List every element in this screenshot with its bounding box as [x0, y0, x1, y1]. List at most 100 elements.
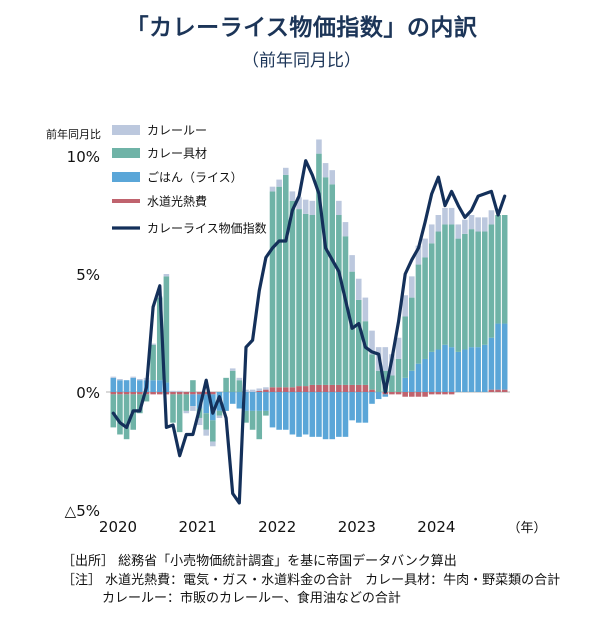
line-layer: [111, 159, 507, 505]
rice-bar: [336, 392, 342, 437]
roux-bar: [409, 276, 415, 298]
roux-bar: [216, 415, 223, 418]
rice-bar: [375, 392, 382, 400]
ingredients-bar: [302, 213, 309, 387]
ingredients-bar: [501, 215, 508, 324]
rice-bar: [249, 392, 256, 411]
utility-bar: [322, 384, 329, 392]
utility-bar: [422, 392, 428, 397]
roux-bar: [382, 347, 389, 371]
utility-bar: [395, 392, 402, 395]
rice-bar: [163, 382, 170, 392]
ingredients-bar: [110, 394, 117, 428]
rice-bar: [369, 392, 375, 404]
roux-bar: [475, 217, 481, 232]
roux-bar: [329, 170, 336, 185]
utility-bar: [355, 384, 362, 392]
rice-bar: [117, 380, 123, 392]
ingredients-bar: [309, 215, 316, 385]
ingredients-bar: [342, 236, 349, 385]
footnote-2: カレールー：市販のカレールー、食用油などの合計: [102, 591, 401, 606]
roux-bar: [355, 278, 362, 300]
utility-bar: [316, 384, 322, 392]
ingredients-bar: [475, 231, 481, 348]
utility-bar: [190, 392, 196, 395]
ingredients-bar: [296, 209, 302, 387]
ingredients-bar: [455, 238, 462, 352]
rice-bar: [190, 394, 196, 407]
ingredients-bar: [256, 410, 263, 440]
rice-bar: [488, 337, 495, 390]
roux-bar: [316, 139, 322, 154]
roux-bar: [336, 200, 342, 215]
ingredients-bar: [442, 224, 448, 345]
rice-bar: [196, 394, 203, 409]
rice-bar: [256, 392, 263, 411]
roux-bar: [210, 441, 216, 447]
ingredients-bar: [243, 410, 249, 423]
legend-swatch: [112, 148, 140, 158]
rice-bar: [276, 392, 282, 430]
ingredients-bar: [176, 394, 183, 433]
utility-bar: [289, 387, 296, 392]
ingredients-bar: [203, 413, 209, 430]
rice-bar: [475, 347, 481, 392]
ingredients-bar: [117, 394, 123, 435]
roux-bar: [196, 417, 203, 426]
utility-bar: [309, 384, 316, 392]
rice-bar: [448, 347, 455, 392]
ingredients-bar: [263, 410, 269, 416]
ingredients-bar: [282, 174, 289, 388]
ingredients-bar: [150, 344, 156, 381]
utility-bar: [156, 392, 163, 395]
utility-bar: [336, 384, 342, 392]
rice-bar: [349, 392, 355, 421]
rice-bar: [428, 351, 435, 392]
utility-bar: [349, 384, 355, 392]
ingredients-bar: [369, 354, 375, 390]
notes: ［出所］ 総務省「小売物価統計調査」を基に帝国データバンク算出 ［注］ 水道光熱…: [62, 553, 560, 609]
rice-bar: [402, 377, 408, 392]
ingredients-bar: [409, 297, 415, 371]
roux-bar: [488, 210, 495, 225]
rice-bar: [123, 380, 130, 392]
rice-bar: [289, 392, 296, 435]
utility-bar: [329, 384, 336, 392]
utility-bar: [269, 387, 276, 392]
rice-bar: [481, 344, 488, 392]
utility-bar: [196, 392, 203, 395]
rice-bar: [150, 380, 156, 392]
ingredients-bar: [190, 380, 196, 392]
roux-bar: [296, 197, 302, 210]
ingredients-bar: [143, 394, 150, 402]
ingredients-bar: [249, 410, 256, 430]
ingredients-bar: [382, 370, 389, 392]
utility-bar: [296, 386, 302, 392]
roux-bar: [150, 343, 156, 345]
utility-bar: [282, 387, 289, 392]
x-year-label: 2023: [338, 518, 376, 536]
rice-bar: [409, 370, 415, 392]
roux-bar: [203, 429, 209, 436]
y-tick-label: △5%: [65, 502, 100, 520]
ingredients-bar: [236, 380, 243, 392]
x-year-label: 2022: [258, 518, 296, 536]
ingredients-bar: [362, 321, 369, 385]
roux-bar: [369, 330, 375, 355]
roux-bar: [415, 245, 422, 265]
utility-bar: [203, 392, 209, 395]
roux-bar: [435, 215, 442, 232]
ingredients-bar: [276, 186, 282, 388]
roux-bar: [442, 207, 448, 225]
rice-bar: [322, 392, 329, 440]
ingredients-bar: [389, 375, 395, 392]
ingredients-bar: [375, 370, 382, 392]
utility-bar: [276, 387, 282, 392]
rice-bar: [243, 392, 249, 411]
utility-bar: [170, 392, 176, 395]
rice-bar: [435, 349, 442, 392]
roux-bar: [130, 376, 137, 378]
roux-bar: [342, 222, 349, 237]
roux-bar: [249, 389, 256, 392]
roux-bar: [455, 224, 462, 239]
